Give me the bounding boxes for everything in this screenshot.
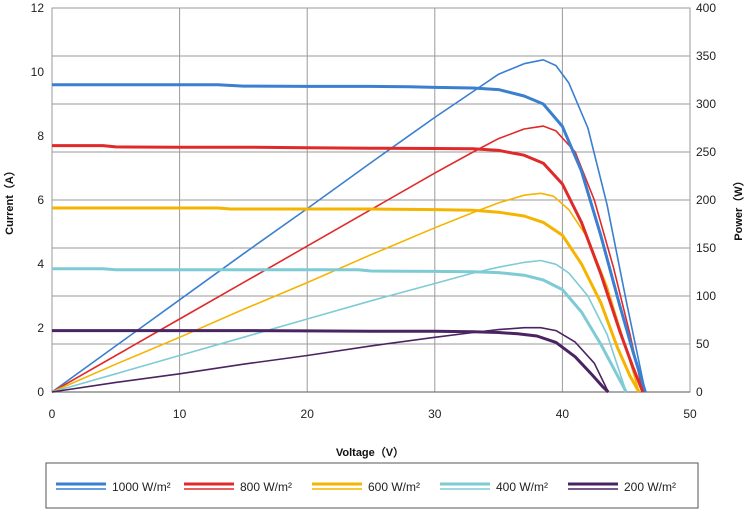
legend-entry-4: 400 W/m² bbox=[440, 480, 548, 494]
y2-tick-label: 100 bbox=[696, 289, 716, 303]
x-tick-label: 20 bbox=[301, 407, 315, 421]
y2-tick-label: 300 bbox=[696, 97, 716, 111]
power-curve-3 bbox=[51, 192, 640, 393]
legend-entry-1: 1000 W/m² bbox=[56, 480, 171, 494]
legend-label: 400 W/m² bbox=[496, 480, 548, 494]
current-curve-2 bbox=[52, 144, 645, 393]
y-tick-label: 0 bbox=[37, 385, 44, 399]
legend-entry-3: 600 W/m² bbox=[312, 480, 420, 494]
x-tick-label: 50 bbox=[683, 407, 697, 421]
legend-entry-2: 800 W/m² bbox=[184, 480, 292, 494]
legend-label: 200 W/m² bbox=[624, 480, 676, 494]
legend-entry-5: 200 W/m² bbox=[568, 480, 676, 494]
power-curve-2 bbox=[51, 125, 644, 393]
tick-layer: 0 50 100 150 200 250 300 350 400 0 2 4 6 8 10 12 0 10 20 30… bbox=[31, 1, 717, 421]
y2-tick-label: 0 bbox=[696, 385, 703, 399]
power-curve-5 bbox=[51, 326, 610, 393]
y-tick-label: 6 bbox=[37, 193, 44, 207]
legend: 1000 W/m² 800 W/m² 600 W/m² 400 W/m² 200 W/m… bbox=[56, 480, 676, 494]
legend-label: 600 W/m² bbox=[368, 480, 420, 494]
legend-label: 800 W/m² bbox=[240, 480, 292, 494]
current-curve-5 bbox=[52, 329, 610, 394]
y2-tick-label: 250 bbox=[696, 145, 716, 159]
current-curve-3 bbox=[52, 206, 641, 393]
x-tick-label: 30 bbox=[428, 407, 442, 421]
grid-layer bbox=[51, 7, 691, 393]
y2-tick-label: 50 bbox=[696, 337, 710, 351]
y-tick-label: 2 bbox=[37, 321, 44, 335]
y2-tick-label: 200 bbox=[696, 193, 716, 207]
x-tick-label: 40 bbox=[556, 407, 570, 421]
y-tick-label: 12 bbox=[31, 1, 45, 15]
y2-tick-label: 400 bbox=[696, 1, 716, 15]
y-axis-title: Current（A） bbox=[3, 165, 16, 235]
y2-axis-title: Power（W） bbox=[732, 175, 745, 240]
x-tick-label: 10 bbox=[173, 407, 187, 421]
legend-label: 1000 W/m² bbox=[112, 480, 171, 494]
y2-tick-label: 150 bbox=[696, 241, 716, 255]
y-tick-label: 8 bbox=[37, 129, 44, 143]
series-layer bbox=[51, 59, 647, 394]
current-curve-1 bbox=[52, 83, 647, 393]
y2-tick-label: 350 bbox=[696, 49, 716, 63]
y-tick-label: 10 bbox=[31, 65, 45, 79]
y-tick-label: 4 bbox=[37, 257, 44, 271]
x-axis-title: Voltage（V） bbox=[336, 446, 404, 459]
power-curve-4 bbox=[51, 259, 627, 393]
current-curve-4 bbox=[52, 267, 628, 393]
x-tick-label: 0 bbox=[49, 407, 56, 421]
